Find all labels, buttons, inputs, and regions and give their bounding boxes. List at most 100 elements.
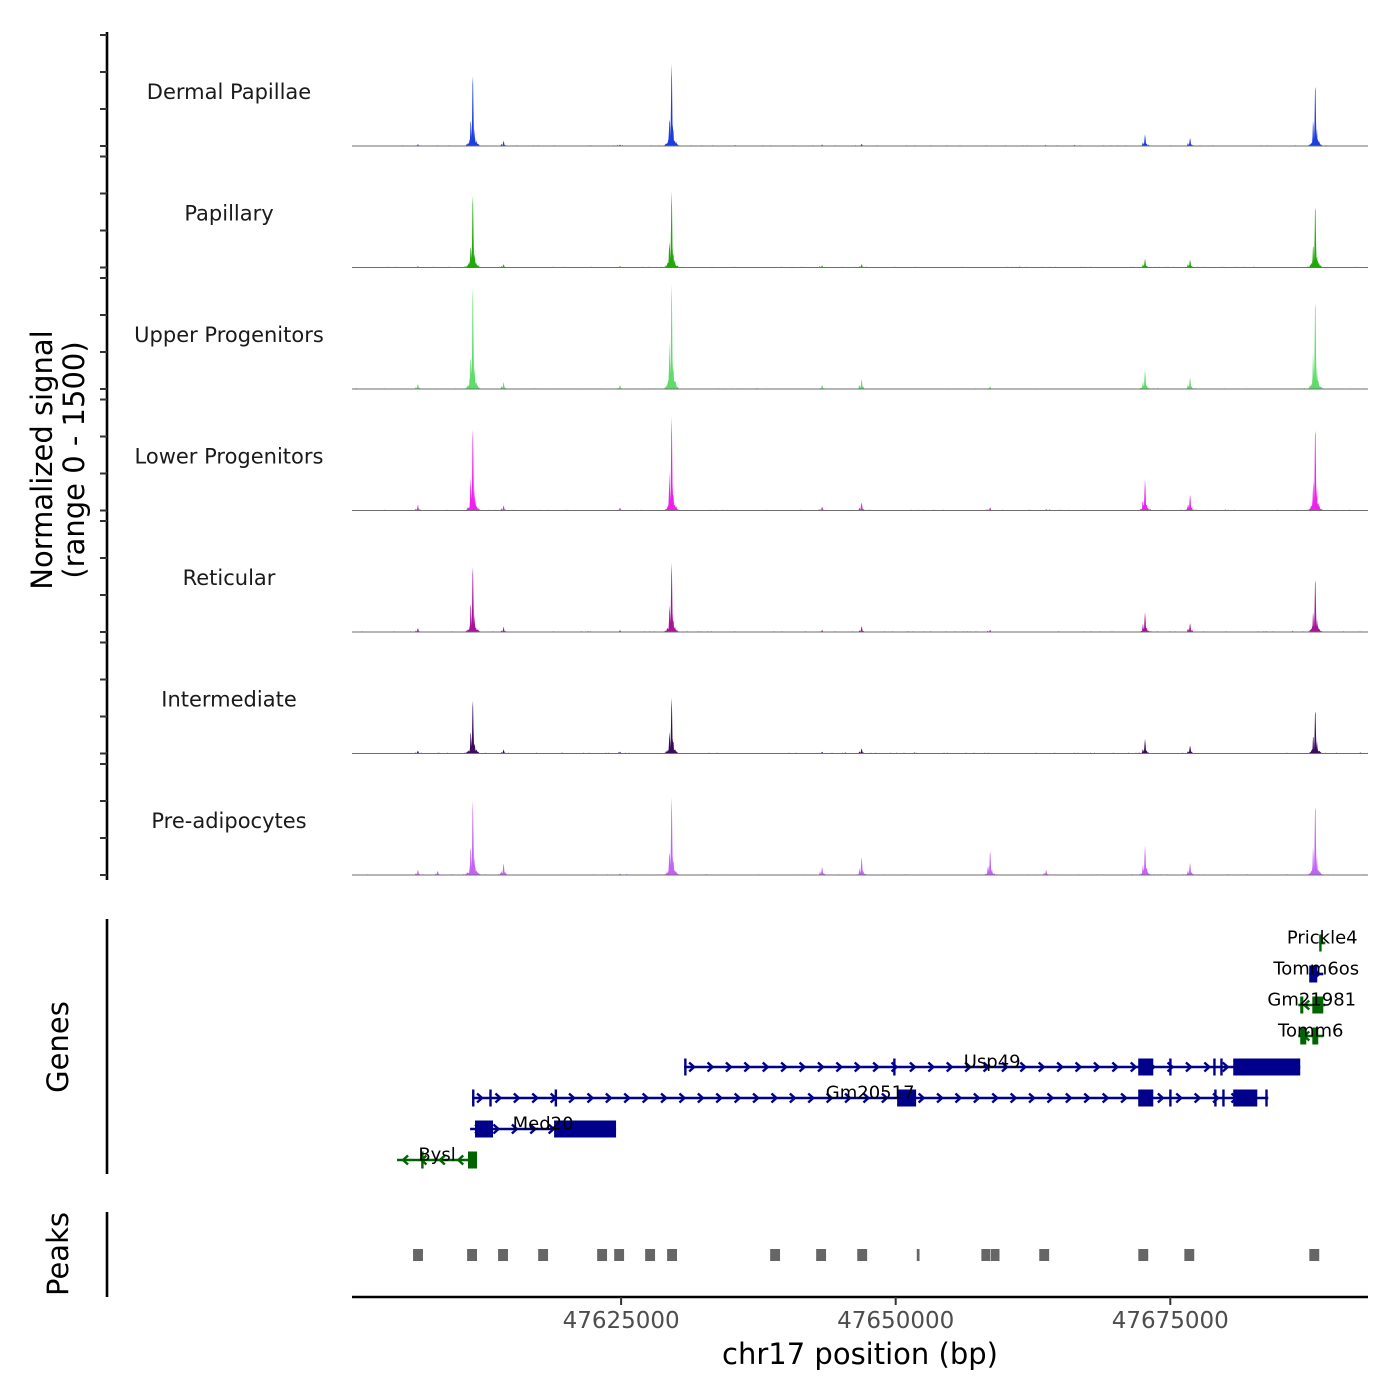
strand-arrow-right-icon — [1111, 1061, 1120, 1073]
strand-arrow-left-icon — [1302, 999, 1311, 1011]
strand-arrow-right-icon — [780, 1061, 788, 1073]
strand-arrow-right-icon — [844, 1092, 852, 1104]
gene-exon — [467, 1151, 477, 1169]
strand-arrow-right-icon — [733, 1092, 742, 1104]
gene-med20[interactable]: Med20 — [470, 1114, 617, 1138]
gene-exon — [475, 1120, 494, 1138]
gene-exon — [1214, 1089, 1217, 1107]
track-dermal-papillae: Dermal Papillae — [147, 63, 1368, 147]
strand-arrow-right-icon — [1120, 1092, 1128, 1104]
strand-arrow-right-icon — [825, 1092, 834, 1104]
gene-exon — [554, 1089, 558, 1107]
strand-arrow-right-icon — [927, 1061, 936, 1073]
gene-bysl[interactable]: Bysl — [397, 1145, 477, 1169]
gene-exon — [684, 1058, 687, 1076]
track-label: Papillary — [184, 202, 273, 226]
strand-arrow-right-icon — [1193, 1092, 1202, 1104]
peak-region — [667, 1249, 678, 1261]
track-upper-progenitors: Upper Progenitors — [134, 283, 1368, 390]
gene-exon — [1312, 996, 1324, 1014]
gene-tomm6[interactable]: Tomm6 — [1277, 1021, 1344, 1045]
gene-exon — [1222, 1089, 1225, 1107]
strand-arrow-right-icon — [568, 1092, 576, 1104]
gene-exon — [472, 1089, 475, 1107]
signal-area — [352, 416, 1368, 511]
gene-prickle4[interactable]: Prickle4 — [1287, 928, 1358, 952]
strand-arrow-left-icon — [456, 1154, 465, 1166]
strand-arrow-right-icon — [641, 1092, 650, 1104]
strand-arrow-right-icon — [807, 1092, 816, 1104]
strand-arrow-right-icon — [715, 1092, 724, 1104]
strand-arrow-right-icon — [798, 1061, 807, 1073]
gene-tomm6os[interactable]: Tomm6os — [1272, 959, 1359, 983]
x-axis-ticks: 47625000 47650000 47675000 — [563, 1297, 1229, 1334]
gene-exon — [421, 1151, 424, 1169]
gene-exon — [1138, 1089, 1154, 1107]
strand-arrow-right-icon — [789, 1092, 797, 1104]
x-axis-tick-label: 47675000 — [1112, 1308, 1229, 1334]
track-pre-adipocytes: Pre-adipocytes — [151, 797, 1368, 876]
strand-arrow-right-icon — [1056, 1061, 1064, 1073]
gene-usp49[interactable]: Usp49 — [684, 1052, 1301, 1076]
gene-exon — [489, 1089, 492, 1107]
strand-arrow-left-icon — [401, 1154, 409, 1166]
gene-exon — [1220, 1058, 1223, 1076]
strand-arrow-right-icon — [991, 1092, 1000, 1104]
peak-region — [990, 1249, 1000, 1261]
strand-arrow-right-icon — [605, 1092, 613, 1104]
gene-label: Gm21981 — [1267, 990, 1356, 1011]
strand-arrow-right-icon — [743, 1061, 752, 1073]
track-label: Lower Progenitors — [135, 445, 324, 469]
signal-area — [352, 797, 1368, 875]
strand-arrow-right-icon — [1019, 1061, 1028, 1073]
peak-track — [413, 1249, 1320, 1261]
strand-arrow-right-icon — [817, 1061, 825, 1073]
signal-area — [352, 562, 1368, 632]
strand-arrow-right-icon — [725, 1061, 733, 1073]
signal-area — [352, 697, 1368, 754]
gene-exon — [1169, 1089, 1172, 1107]
gene-exon — [1233, 1058, 1301, 1076]
gene-exon — [1138, 1058, 1154, 1076]
peak-region — [597, 1249, 608, 1261]
strand-arrow-right-icon — [853, 1061, 862, 1073]
gene-exon — [1300, 996, 1304, 1014]
strand-arrow-right-icon — [872, 1061, 880, 1073]
peak-region — [857, 1249, 868, 1261]
gene-exon — [897, 1089, 917, 1107]
gene-label: Tomm6 — [1277, 1021, 1343, 1042]
gene-gm21981[interactable]: Gm21981 — [1267, 990, 1356, 1014]
strand-arrow-right-icon — [1221, 1061, 1230, 1073]
track-reticular: Reticular — [183, 562, 1368, 633]
y-axis-title-line-2: (range 0 - 1500) — [57, 341, 91, 578]
peak-region — [1309, 1249, 1320, 1261]
signal-area — [352, 63, 1368, 146]
strand-arrow-right-icon — [1203, 1061, 1212, 1073]
strand-arrow-right-icon — [1101, 1092, 1110, 1104]
gene-track: Prickle4 Tomm6os Gm21981 Tomm6 Usp49 Gm20517 M… — [397, 928, 1359, 1169]
strand-arrow-right-icon — [881, 1092, 889, 1104]
y-axis-title-line-1: Normalized signal — [25, 330, 59, 589]
track-label: Dermal Papillae — [147, 80, 311, 104]
strand-arrow-right-icon — [1037, 1061, 1046, 1073]
strand-arrow-right-icon — [752, 1092, 760, 1104]
strand-arrow-right-icon — [1074, 1061, 1083, 1073]
x-axis-tick-label: 47625000 — [563, 1308, 680, 1334]
track-lower-progenitors: Lower Progenitors — [135, 416, 1368, 511]
gene-gm20517[interactable]: Gm20517 — [472, 1083, 1269, 1107]
x-axis-title: chr17 position (bp) — [722, 1337, 998, 1371]
strand-arrow-right-icon — [1129, 1061, 1138, 1073]
gene-exon — [1213, 1058, 1216, 1076]
gene-label: Usp49 — [964, 1052, 1021, 1073]
strand-arrow-right-icon — [964, 1061, 972, 1073]
strand-arrow-right-icon — [917, 1092, 926, 1104]
signal-area — [352, 283, 1368, 389]
strand-arrow-right-icon — [1157, 1092, 1165, 1104]
strand-arrow-right-icon — [1185, 1061, 1193, 1073]
track-intermediate: Intermediate — [161, 688, 1368, 754]
peak-region — [645, 1249, 656, 1261]
strand-arrow-right-icon — [1028, 1092, 1036, 1104]
strand-arrow-right-icon — [862, 1092, 871, 1104]
strand-arrow-right-icon — [770, 1092, 779, 1104]
peak-region — [981, 1249, 991, 1261]
